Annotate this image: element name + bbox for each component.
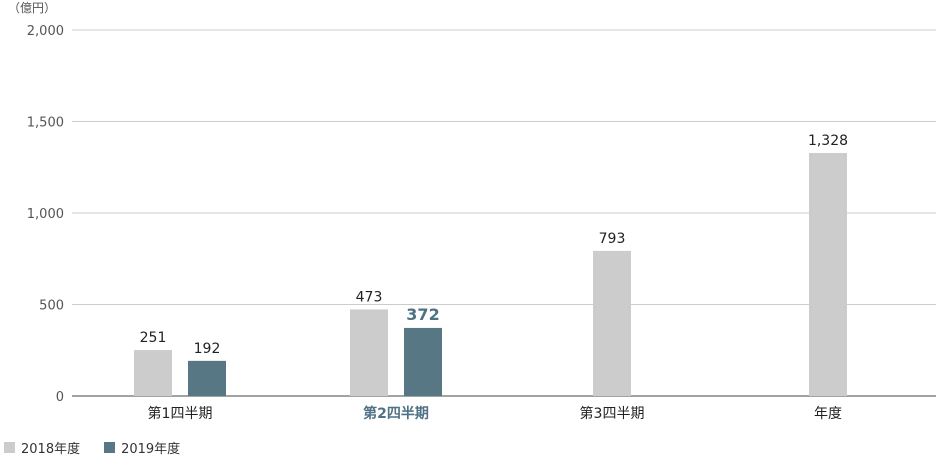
value-labels: 251 192 473 372 793 1,328 xyxy=(140,133,848,357)
category-label: 第3四半期 xyxy=(580,405,645,422)
legend-item-2019: 2019年度 xyxy=(104,438,180,457)
legend-label-2018: 2018年度 xyxy=(21,442,81,457)
bar-2018年度-第3四半期 xyxy=(593,250,631,396)
bars xyxy=(134,152,847,396)
legend-item-2018: 2018年度 xyxy=(4,438,80,457)
value-label: 251 xyxy=(140,330,167,346)
y-tick-label: 2,000 xyxy=(27,24,64,39)
value-label: 793 xyxy=(599,231,626,247)
bar-2018年度-第1四半期 xyxy=(134,350,172,396)
y-tick-label: 0 xyxy=(56,390,64,405)
legend-swatch-2018 xyxy=(4,442,15,453)
value-label: 1,328 xyxy=(808,133,848,149)
legend-label-2019: 2019年度 xyxy=(121,442,181,457)
value-label: 372 xyxy=(406,305,439,324)
legend-swatch-2019 xyxy=(104,442,116,453)
legend: 2018年度 2019年度 xyxy=(4,438,180,457)
category-label: 第2四半期 xyxy=(363,405,429,422)
value-label: 473 xyxy=(356,289,383,305)
y-tick-label: 1,500 xyxy=(27,116,64,131)
y-tick-label: 1,000 xyxy=(27,207,64,222)
y-axis-ticks: 0 500 1,000 1,500 2,000 xyxy=(27,24,64,405)
category-label: 年度 xyxy=(814,406,842,422)
category-labels: 第1四半期 第2四半期 第3四半期 年度 xyxy=(148,405,842,422)
bar-2018年度-年度 xyxy=(809,152,847,396)
bar-chart: （億円） 0 500 1,000 1,500 2,000 251 192 473 372 793… xyxy=(8,1,936,422)
bar-2019年度-第1四半期 xyxy=(188,360,226,396)
bar-2018年度-第2四半期 xyxy=(350,309,388,396)
gridlines xyxy=(72,29,936,397)
category-label: 第1四半期 xyxy=(148,405,213,422)
value-label: 192 xyxy=(194,341,221,357)
y-tick-label: 500 xyxy=(39,299,64,314)
bar-2019年度-第2四半期 xyxy=(404,327,442,396)
y-axis-unit-label: （億円） xyxy=(8,1,56,15)
